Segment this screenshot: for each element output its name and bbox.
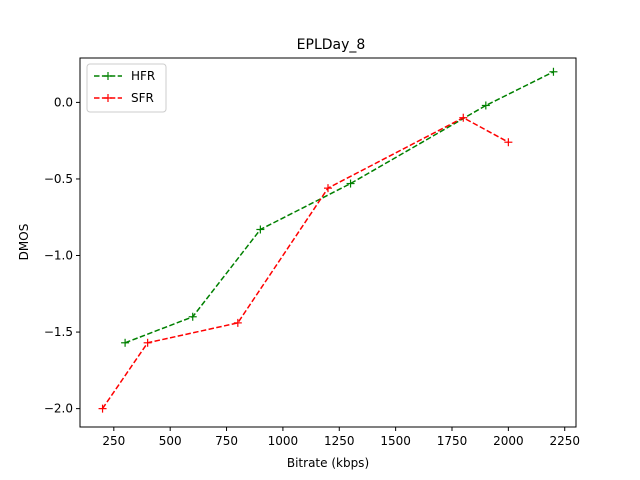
x-tick-label: 1250 — [324, 434, 355, 448]
data-point-sfr — [324, 184, 332, 193]
data-point-hfr — [549, 67, 558, 76]
legend-item-sfr: SFR — [94, 91, 154, 105]
data-point-hfr — [188, 312, 197, 321]
chart-title: EPLDay_8 — [297, 37, 366, 53]
data-point-hfr — [121, 338, 130, 347]
series-line-sfr — [101, 116, 509, 410]
legend-item-hfr: HFR — [94, 69, 155, 83]
y-axis-title: DMOS — [17, 224, 31, 261]
legend-label: SFR — [131, 91, 154, 105]
x-tick-label: 500 — [159, 434, 182, 448]
data-point-hfr — [256, 225, 265, 234]
x-tick-label: 1750 — [437, 434, 468, 448]
data-point-sfr — [143, 338, 152, 347]
legend: HFR SFR — [86, 63, 167, 113]
data-point-sfr — [233, 318, 242, 327]
x-tick-label: 250 — [102, 434, 125, 448]
y-tick-label: −1.0 — [44, 249, 73, 263]
legend-marker — [104, 72, 112, 80]
legend-label: HFR — [131, 69, 155, 83]
x-tick-label: 1500 — [380, 434, 411, 448]
data-point-sfr — [459, 113, 468, 122]
data-point-sfr — [504, 138, 513, 147]
x-tick-label: 2250 — [549, 434, 580, 448]
plot-frame — [79, 57, 577, 428]
y-axis: −2.0 −1.5 −1.0 −0.5 0.0 — [44, 95, 80, 416]
data-point-hfr — [481, 101, 490, 110]
x-tick-label: 1000 — [268, 434, 299, 448]
x-axis: 250 500 750 1000 1250 1500 1750 2000 2250 — [102, 427, 580, 448]
x-axis-title: Bitrate (kbps) — [287, 456, 369, 470]
y-tick-label: −2.0 — [44, 402, 73, 416]
data-point-sfr — [98, 404, 107, 413]
data-point-hfr — [346, 179, 355, 188]
x-tick-label: 750 — [215, 434, 238, 448]
plot-series — [98, 67, 558, 413]
y-tick-label: −0.5 — [44, 172, 73, 186]
x-tick-label: 2000 — [493, 434, 524, 448]
y-tick-label: −1.5 — [44, 325, 73, 339]
series-line-hfr — [124, 71, 554, 344]
legend-marker — [104, 94, 112, 102]
y-tick-label: 0.0 — [54, 95, 73, 109]
